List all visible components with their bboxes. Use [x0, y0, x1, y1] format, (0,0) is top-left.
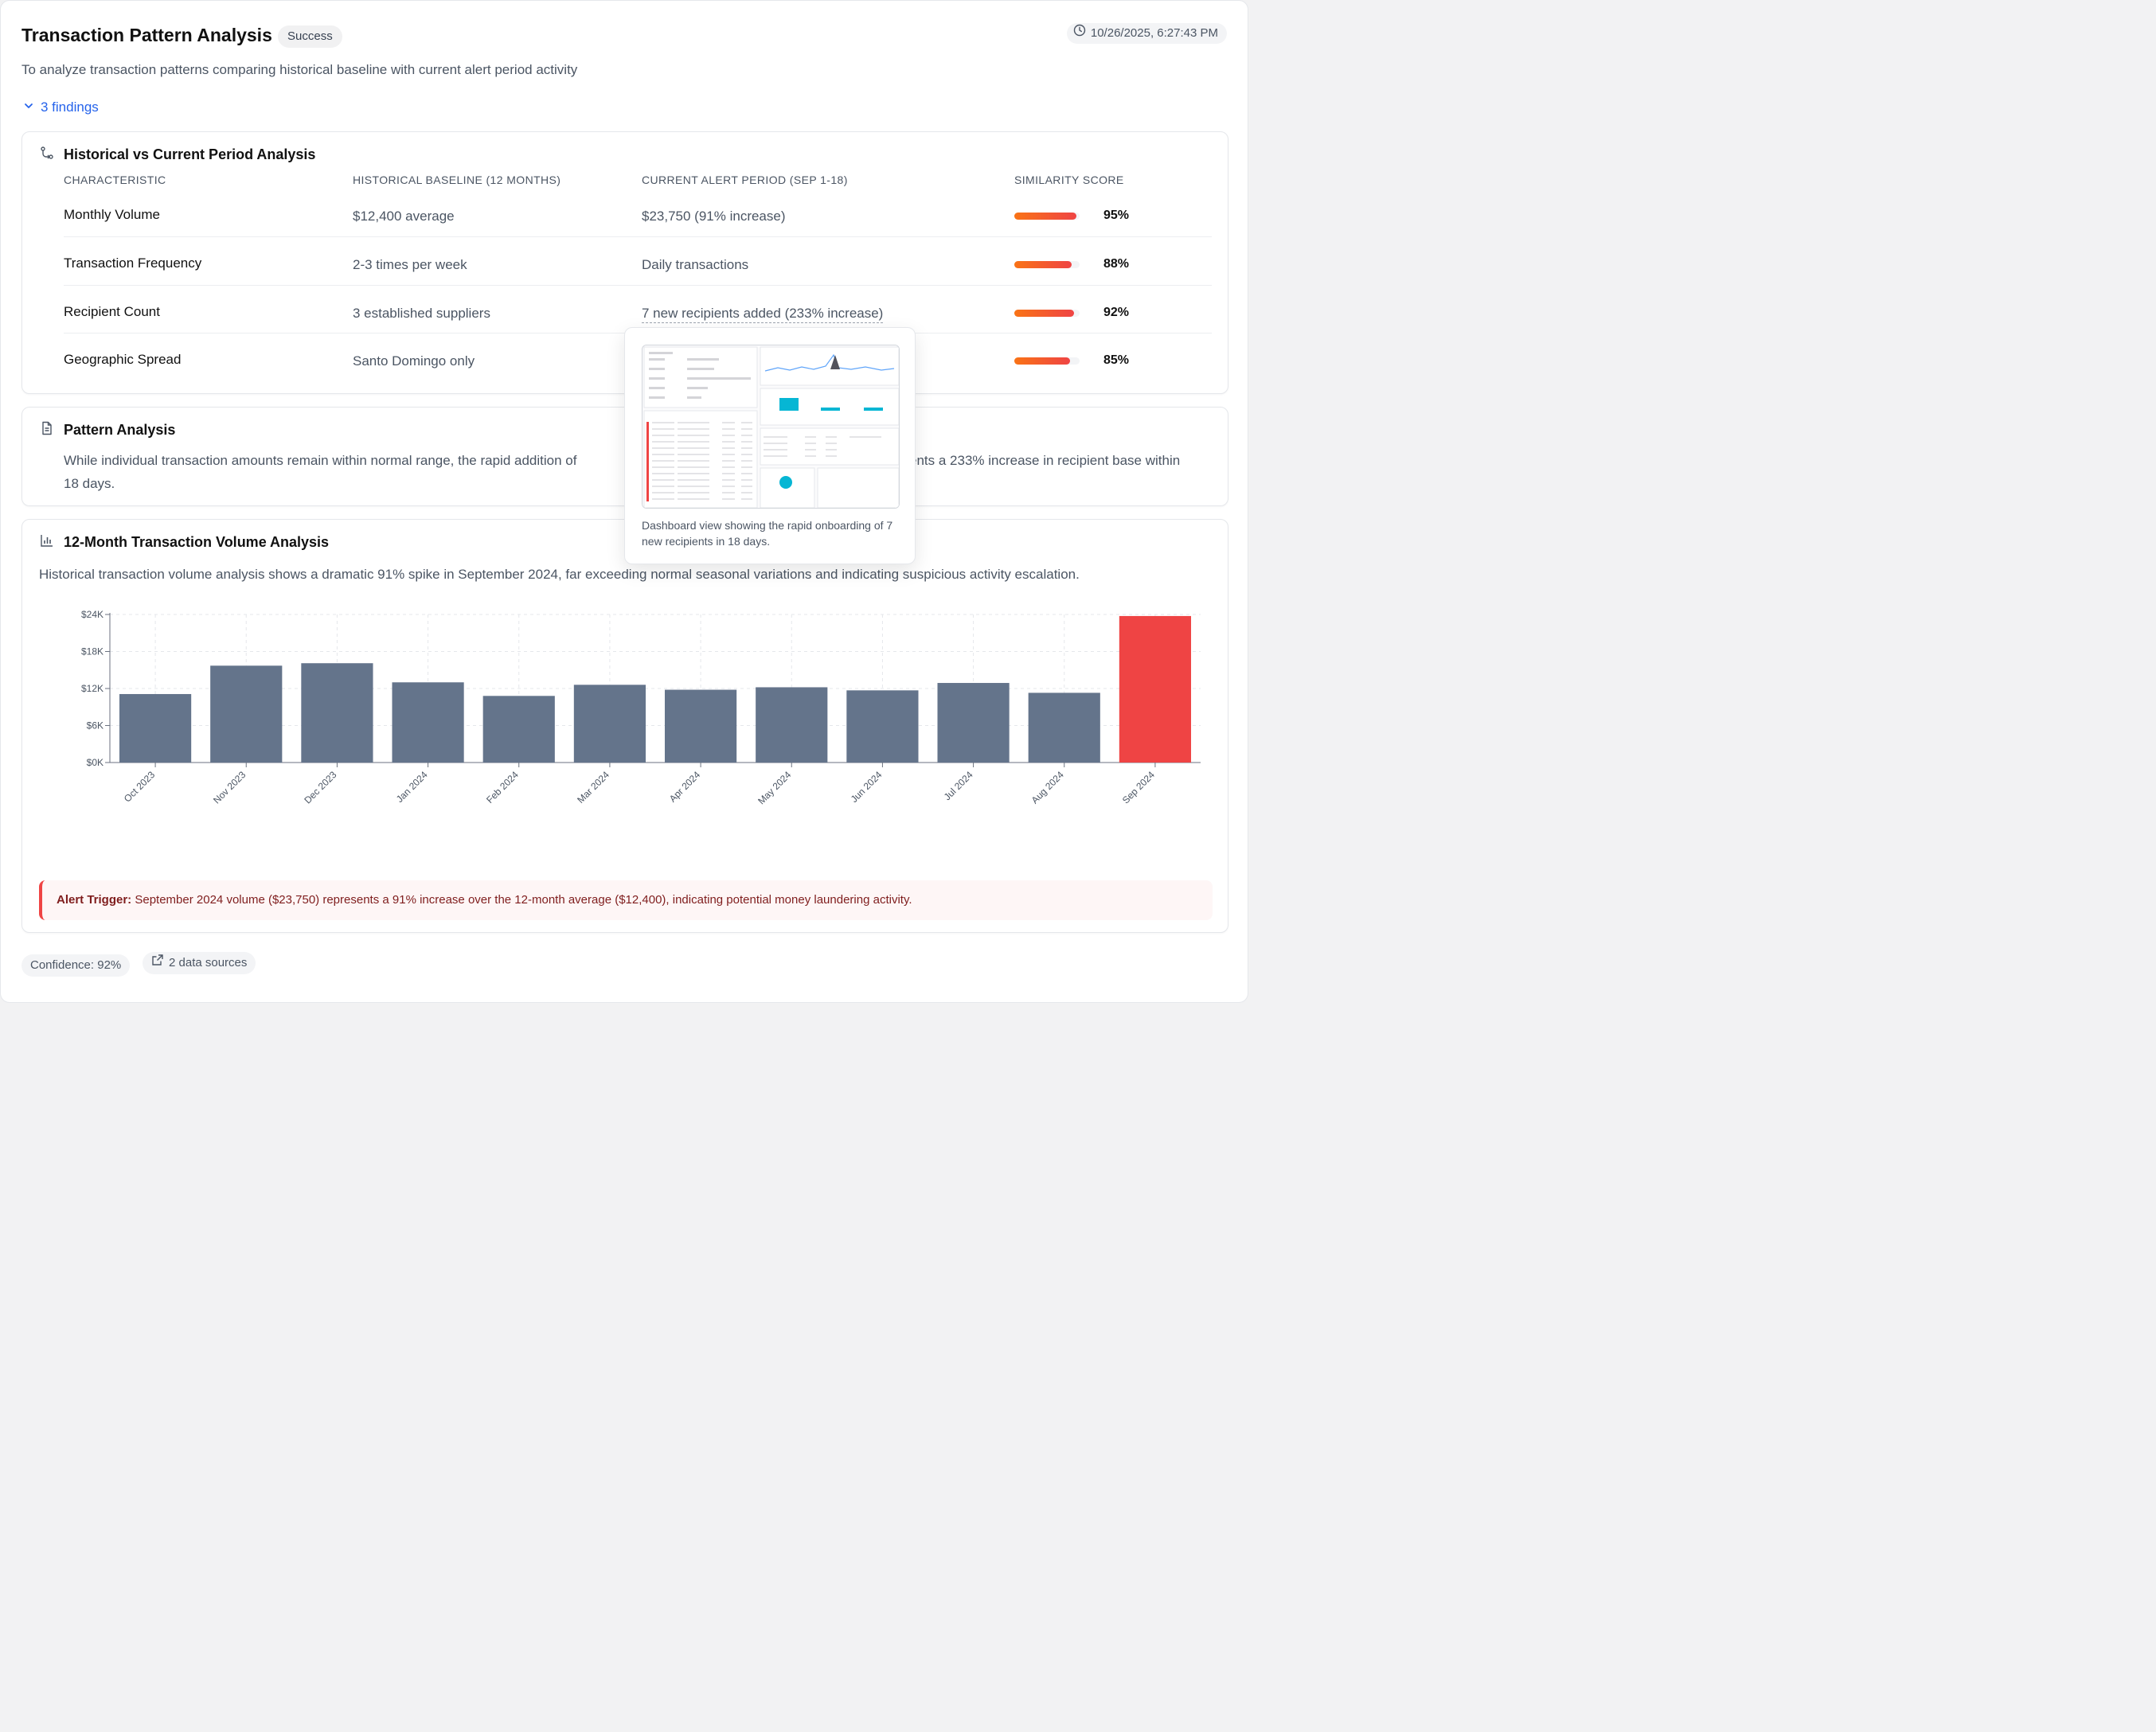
- chart-bar: [664, 689, 737, 763]
- pattern-title: Pattern Analysis: [64, 422, 176, 438]
- characteristic-cell: Geographic Spread: [64, 352, 182, 367]
- x-tick-label: Nov 2023: [211, 769, 248, 806]
- historical-cell: Santo Domingo only: [353, 353, 475, 369]
- similarity-bar-fill: [1014, 261, 1072, 268]
- pattern-text-end: ents a 233% increase in recipient base w…: [909, 453, 1181, 468]
- column-header-similarity: SIMILARITY SCORE: [1014, 174, 1124, 186]
- x-tick-label: Jun 2024: [849, 769, 885, 805]
- x-tick-label: May 2024: [756, 769, 793, 806]
- x-tick-label: Jan 2024: [394, 769, 430, 805]
- historical-cell: 3 established suppliers: [353, 306, 490, 321]
- dashboard-screenshot-thumbnail: [642, 345, 900, 509]
- table-row: Transaction Frequency 2-3 times per week…: [64, 237, 1212, 286]
- x-tick-label: Mar 2024: [575, 769, 611, 806]
- recipient-preview-tooltip: Dashboard view showing the rapid onboard…: [624, 327, 916, 564]
- x-tick-label: Jul 2024: [942, 769, 975, 802]
- chart-bar: [1028, 692, 1100, 763]
- findings-label: 3 findings: [41, 99, 99, 115]
- chart-bar: [482, 696, 555, 763]
- current-cell: Daily transactions: [642, 257, 749, 272]
- status-badge: Success: [278, 25, 342, 48]
- similarity-bar-fill: [1014, 357, 1070, 365]
- alert-label: Alert Trigger:: [57, 893, 132, 907]
- document-icon: [40, 421, 54, 439]
- confidence-badge: Confidence: 92%: [21, 954, 131, 977]
- chevron-down-icon: [23, 99, 34, 115]
- chart-bar: [573, 685, 646, 763]
- data-sources-button[interactable]: 2 data sources: [143, 952, 256, 974]
- similarity-bar-fill: [1014, 310, 1075, 317]
- x-tick-label: Aug 2024: [1029, 769, 1066, 806]
- x-tick-label: Dec 2023: [302, 769, 338, 806]
- pattern-text-line2: 18 days.: [64, 476, 115, 491]
- y-tick-label: $18K: [81, 646, 104, 657]
- external-link-icon: [151, 952, 164, 974]
- recipient-link[interactable]: 7 new recipients added (233% increase): [642, 306, 884, 323]
- similarity-score: 85%: [1103, 353, 1129, 367]
- table-row: Recipient Count 3 established suppliers …: [64, 285, 1212, 334]
- historical-cell: $12,400 average: [353, 209, 455, 224]
- y-tick-label: $24K: [81, 609, 104, 620]
- column-header-characteristic: CHARACTERISTIC: [64, 174, 166, 186]
- pattern-text-start: While individual transaction amounts rem…: [64, 453, 577, 468]
- chart-bar: [1119, 615, 1192, 763]
- y-tick-label: $0K: [87, 757, 104, 768]
- table-row: Geographic Spread Santo Domingo only 85%: [64, 334, 1212, 382]
- clock-icon: [1073, 23, 1086, 44]
- similarity-bar: [1014, 213, 1080, 220]
- volume-title: 12-Month Transaction Volume Analysis: [64, 534, 330, 550]
- comparison-card-header: Historical vs Current Period Analysis: [40, 146, 315, 164]
- chart-bar: [210, 665, 283, 763]
- comparison-title: Historical vs Current Period Analysis: [64, 146, 316, 162]
- historical-cell: 2-3 times per week: [353, 257, 467, 272]
- table-row: Monthly Volume $12,400 average $23,750 (…: [64, 189, 1212, 237]
- alert-trigger-banner: Alert Trigger: September 2024 volume ($2…: [39, 880, 1213, 920]
- confidence-text: Confidence: 92%: [30, 958, 122, 972]
- current-cell[interactable]: 7 new recipients added (233% increase): [642, 306, 884, 323]
- column-header-current: CURRENT ALERT PERIOD (SEP 1-18): [642, 174, 848, 186]
- chart-bar: [392, 682, 464, 763]
- y-tick-label: $6K: [87, 720, 104, 731]
- pattern-text: While individual transaction amounts rem…: [64, 449, 1210, 495]
- page-title: Transaction Pattern Analysis: [21, 25, 272, 45]
- timestamp-badge: 10/26/2025, 6:27:43 PM: [1066, 23, 1227, 44]
- x-tick-label: Feb 2024: [484, 769, 521, 806]
- similarity-bar: [1014, 261, 1080, 268]
- volume-description: Historical transaction volume analysis s…: [39, 567, 1080, 582]
- bar-chart-icon: [40, 533, 54, 552]
- characteristic-cell: Transaction Frequency: [64, 256, 202, 271]
- volume-chart-card: 12-Month Transaction Volume Analysis His…: [21, 519, 1228, 933]
- x-tick-label: Sep 2024: [1120, 769, 1157, 806]
- characteristic-cell: Monthly Volume: [64, 207, 160, 222]
- chart-bar: [846, 690, 919, 763]
- chart-bar: [119, 693, 192, 763]
- page-subtitle: To analyze transaction patterns comparin…: [21, 62, 578, 77]
- column-header-historical: HISTORICAL BASELINE (12 MONTHS): [353, 174, 561, 186]
- chart-bar: [937, 683, 1010, 763]
- compare-icon: [40, 146, 54, 164]
- volume-bar-chart: $0K $6K $12K $18K $24K Oct 2023 Nov 2023 Dec 20…: [81, 609, 1201, 806]
- similarity-score: 95%: [1103, 209, 1129, 222]
- pattern-card-header: Pattern Analysis: [40, 421, 175, 439]
- y-tick-label: $12K: [81, 683, 104, 694]
- similarity-bar: [1014, 310, 1080, 317]
- current-cell: $23,750 (91% increase): [642, 209, 786, 224]
- similarity-bar: [1014, 357, 1080, 365]
- x-tick-label: Apr 2024: [667, 769, 703, 805]
- chart-bar: [756, 687, 828, 763]
- timestamp-text: 10/26/2025, 6:27:43 PM: [1090, 26, 1218, 40]
- similarity-score: 92%: [1103, 306, 1129, 319]
- tooltip-caption: Dashboard view showing the rapid onboard…: [642, 519, 893, 548]
- analysis-panel: Transaction Pattern Analysis Success 10/…: [0, 0, 1248, 1003]
- similarity-bar-fill: [1014, 213, 1076, 220]
- data-sources-label: 2 data sources: [169, 956, 248, 969]
- x-tick-label: Oct 2023: [122, 769, 158, 805]
- alert-text: September 2024 volume ($23,750) represen…: [135, 893, 912, 907]
- findings-toggle[interactable]: 3 findings: [23, 99, 99, 115]
- characteristic-cell: Recipient Count: [64, 304, 160, 319]
- chart-bar: [301, 663, 373, 763]
- volume-card-header: 12-Month Transaction Volume Analysis: [40, 533, 329, 552]
- similarity-score: 88%: [1103, 257, 1129, 271]
